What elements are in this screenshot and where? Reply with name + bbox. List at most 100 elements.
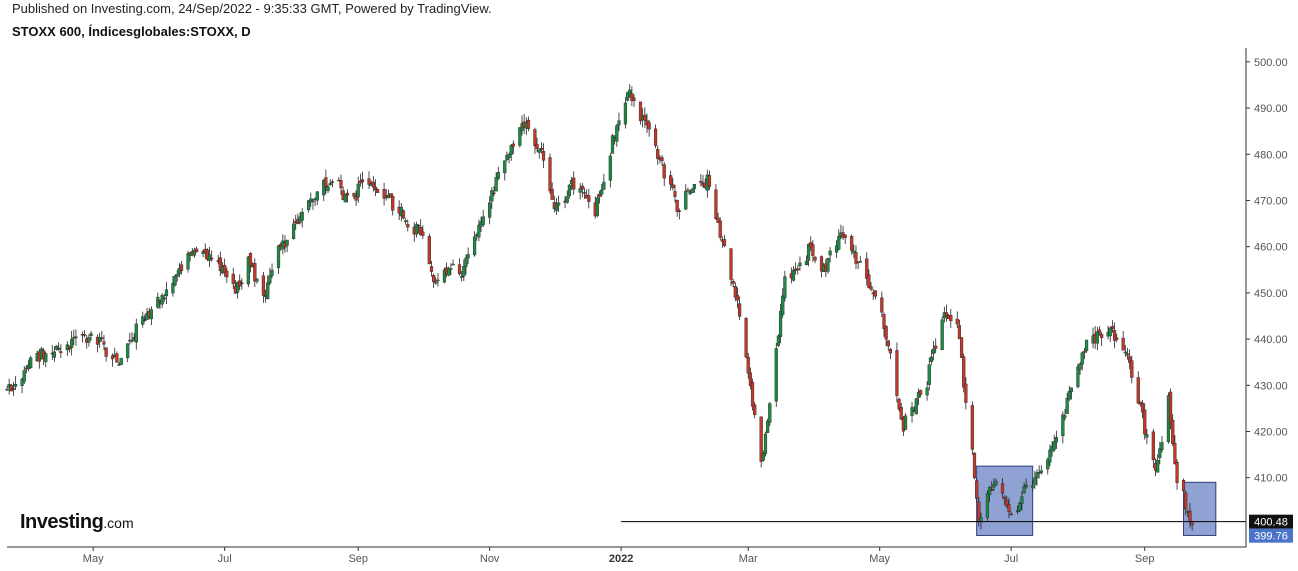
- candle: [653, 124, 658, 149]
- candle: [578, 183, 582, 200]
- candle-body-down: [143, 319, 147, 322]
- candle: [940, 316, 944, 351]
- candle: [477, 219, 481, 242]
- candle: [580, 183, 584, 198]
- candle-body-up: [1035, 472, 1039, 479]
- candle: [488, 196, 492, 225]
- candle: [503, 160, 507, 181]
- candle-body-down: [1151, 431, 1155, 461]
- candle: [630, 86, 634, 107]
- candle-body-up: [1158, 448, 1162, 458]
- candle: [1145, 429, 1149, 445]
- candle: [171, 276, 175, 297]
- candle: [731, 278, 735, 288]
- candle: [126, 343, 130, 363]
- candle-body-up: [778, 311, 783, 337]
- candle-body-down: [686, 189, 690, 192]
- candle-body-down: [597, 193, 602, 197]
- candle: [1076, 363, 1080, 389]
- candle: [300, 208, 304, 228]
- candle: [1052, 434, 1056, 452]
- candle: [934, 338, 938, 353]
- candle-body-up: [791, 269, 796, 281]
- candle-body-down: [179, 264, 184, 271]
- candle-body-up: [449, 268, 453, 270]
- candle: [1020, 491, 1024, 510]
- candle: [669, 170, 673, 191]
- candle: [869, 282, 873, 292]
- candle: [565, 190, 569, 204]
- candle: [1143, 403, 1147, 440]
- candle-body-up: [625, 92, 630, 101]
- candle-body-up: [1069, 387, 1074, 393]
- candle-body-up: [488, 202, 492, 218]
- candle-body-up: [1160, 442, 1164, 451]
- candle: [149, 306, 153, 326]
- candle: [990, 481, 994, 492]
- candle-body-down: [850, 236, 854, 251]
- candle-body-up: [52, 351, 57, 358]
- candle: [526, 116, 531, 132]
- candle: [388, 193, 393, 198]
- candle-body-down: [722, 239, 727, 246]
- candle-body-up: [434, 281, 438, 284]
- candle-body-up: [916, 391, 921, 398]
- candle: [352, 192, 356, 200]
- candle-body-up: [276, 245, 281, 268]
- candle-body-up: [436, 279, 440, 282]
- candle-body-up: [164, 289, 169, 297]
- candle: [882, 312, 886, 337]
- candle-body-up: [29, 357, 33, 369]
- candle: [1000, 478, 1005, 499]
- candle: [1097, 326, 1102, 336]
- candle-body-up: [684, 190, 688, 210]
- x-tick-label: May: [869, 553, 890, 565]
- candle-body-up: [781, 295, 785, 316]
- candle: [1080, 351, 1084, 371]
- candle-body-up: [1095, 331, 1099, 344]
- candle: [806, 243, 811, 267]
- candle: [850, 234, 854, 255]
- candle: [778, 303, 783, 344]
- candle: [218, 251, 222, 277]
- candle-body-up: [617, 120, 621, 126]
- candle-body-up: [285, 239, 289, 246]
- candle-body-down: [1143, 409, 1147, 435]
- candle: [404, 218, 408, 225]
- candle-body-up: [774, 348, 778, 402]
- candle-body-down: [582, 192, 587, 194]
- candle-body-down: [572, 177, 576, 190]
- y-tick-label: 480.00: [1254, 149, 1288, 161]
- candle: [367, 171, 371, 189]
- candle-body-down: [1140, 402, 1145, 413]
- candle: [615, 123, 619, 147]
- candle: [572, 171, 576, 195]
- symbol-title: STOXX 600, Índicesglobales:STOXX, D: [12, 24, 251, 39]
- candle: [322, 178, 326, 202]
- candle-body-down: [865, 258, 869, 279]
- candle: [884, 325, 888, 347]
- candle-body-up: [1020, 496, 1024, 504]
- highlight-boxes: [976, 465, 1217, 536]
- candle: [783, 270, 787, 302]
- candle: [1112, 322, 1117, 349]
- candle: [819, 255, 824, 278]
- candle-body-up: [291, 223, 296, 240]
- candle-body-down: [955, 318, 959, 325]
- candle: [442, 267, 447, 284]
- candle: [1046, 457, 1050, 475]
- candle-body-down: [671, 184, 675, 189]
- candle-body-up: [44, 353, 48, 363]
- candle: [718, 217, 722, 241]
- candle: [550, 182, 554, 200]
- candle: [457, 258, 462, 276]
- candle-body-up: [806, 243, 811, 261]
- candle-body-up: [126, 343, 130, 359]
- candle: [880, 291, 884, 317]
- candle: [608, 152, 612, 188]
- candle: [492, 186, 496, 197]
- candle-body-down: [526, 119, 531, 129]
- candle: [1136, 371, 1140, 405]
- candle-body-down: [1171, 419, 1175, 445]
